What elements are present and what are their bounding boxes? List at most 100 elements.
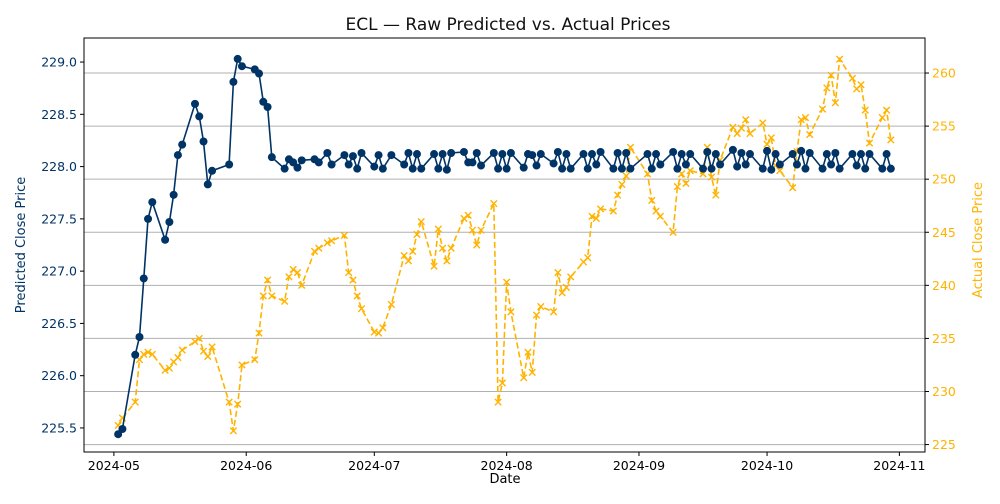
actual-point xyxy=(191,337,199,346)
predicted-point xyxy=(225,160,234,169)
actual-point xyxy=(733,129,741,138)
actual-point xyxy=(729,123,737,131)
actual-marker-stroke xyxy=(430,262,438,270)
actual-marker-stroke xyxy=(618,180,626,189)
predicted-point xyxy=(733,162,742,171)
actual-point xyxy=(370,328,378,336)
actual-point xyxy=(797,116,805,124)
actual-point xyxy=(882,106,891,114)
actual-marker-stroke xyxy=(460,214,468,223)
actual-point xyxy=(443,257,451,265)
x-tick-label: 2024-05 xyxy=(88,458,140,473)
x-tick-label: 2024-08 xyxy=(481,458,533,473)
actual-marker-stroke xyxy=(447,244,455,252)
y-right-tick-label: 240 xyxy=(932,278,956,293)
y-right-tick-label: 260 xyxy=(932,66,956,81)
predicted-point xyxy=(280,164,289,173)
x-tick-label: 2024-07 xyxy=(348,458,400,473)
y-right-tick-label: 225 xyxy=(932,437,956,452)
predicted-point xyxy=(323,149,332,157)
actual-marker-stroke xyxy=(208,343,216,351)
y-left-tick-label: 229.0 xyxy=(41,55,77,70)
actual-point xyxy=(413,230,421,239)
predicted-point xyxy=(767,165,776,174)
actual-point xyxy=(618,180,626,189)
actual-point xyxy=(310,247,319,256)
predicted-point xyxy=(878,164,887,173)
actual-point xyxy=(613,191,622,199)
actual-point xyxy=(473,241,481,249)
predicted-point xyxy=(404,149,413,157)
predicted-point xyxy=(387,151,396,160)
actual-marker-stroke xyxy=(344,268,353,277)
actual-point xyxy=(532,311,541,319)
actual-point xyxy=(776,166,784,175)
predicted-point xyxy=(686,150,695,159)
actual-series-line xyxy=(117,56,892,431)
predicted-point xyxy=(549,159,558,168)
predicted-point xyxy=(472,149,481,157)
actual-marker-stroke xyxy=(468,226,477,234)
actual-point xyxy=(468,226,477,234)
actual-point xyxy=(835,55,844,63)
actual-point xyxy=(238,361,246,369)
actual-marker-stroke xyxy=(251,355,259,364)
actual-marker-stroke xyxy=(413,230,421,239)
actual-marker-stroke xyxy=(165,364,174,372)
actual-point xyxy=(447,244,455,252)
predicted-point xyxy=(438,150,447,159)
actual-point xyxy=(626,143,635,152)
y-axis-left-label: Predicted Close Price xyxy=(14,177,29,313)
actual-marker-stroke xyxy=(374,329,383,337)
actual-marker-stroke xyxy=(558,289,566,297)
actual-marker-stroke xyxy=(733,129,741,138)
actual-point xyxy=(801,113,810,122)
actual-point xyxy=(737,124,746,132)
predicted-point xyxy=(297,156,306,165)
actual-marker-stroke xyxy=(161,366,169,374)
predicted-point xyxy=(263,103,272,111)
actual-point xyxy=(195,334,203,343)
predicted-point xyxy=(622,149,631,157)
y-left-tick-label: 228.5 xyxy=(41,107,77,122)
actual-point xyxy=(490,199,498,208)
predicted-point xyxy=(161,235,170,244)
actual-point xyxy=(460,214,468,223)
predicted-point xyxy=(536,150,545,159)
actual-point xyxy=(788,183,797,192)
actual-point xyxy=(767,134,776,142)
actual-marker-stroke xyxy=(114,421,122,430)
predicted-point xyxy=(135,333,144,341)
x-tick-label: 2024-10 xyxy=(741,458,793,473)
actual-marker-stroke xyxy=(315,244,323,252)
predicted-point xyxy=(835,164,844,173)
actual-marker-stroke xyxy=(443,257,451,265)
predicted-point xyxy=(711,150,720,159)
predicted-point xyxy=(609,164,618,173)
predicted-point xyxy=(792,160,801,169)
actual-marker-stroke xyxy=(280,297,289,305)
actual-point xyxy=(592,214,600,223)
predicted-point xyxy=(173,151,182,160)
actual-marker-stroke xyxy=(229,427,238,435)
predicted-point xyxy=(494,164,503,173)
actual-marker-stroke xyxy=(848,74,857,83)
actual-point xyxy=(268,292,276,300)
actual-point xyxy=(622,172,630,180)
actual-marker-stroke xyxy=(669,228,677,236)
actual-point xyxy=(289,265,297,274)
predicted-point xyxy=(643,150,652,159)
actual-marker-stroke xyxy=(340,231,349,240)
actual-marker-stroke xyxy=(609,207,618,215)
predicted-point xyxy=(489,149,498,157)
predicted-point xyxy=(771,150,780,159)
actual-marker-stroke xyxy=(434,225,443,233)
actual-point xyxy=(558,289,566,297)
predicted-point xyxy=(148,198,157,207)
series-layer xyxy=(114,54,895,439)
predicted-point xyxy=(144,214,153,223)
predicted-point xyxy=(477,161,486,170)
predicted-point xyxy=(562,150,571,159)
actual-marker-stroke xyxy=(549,308,558,316)
actual-marker-stroke xyxy=(298,281,306,290)
